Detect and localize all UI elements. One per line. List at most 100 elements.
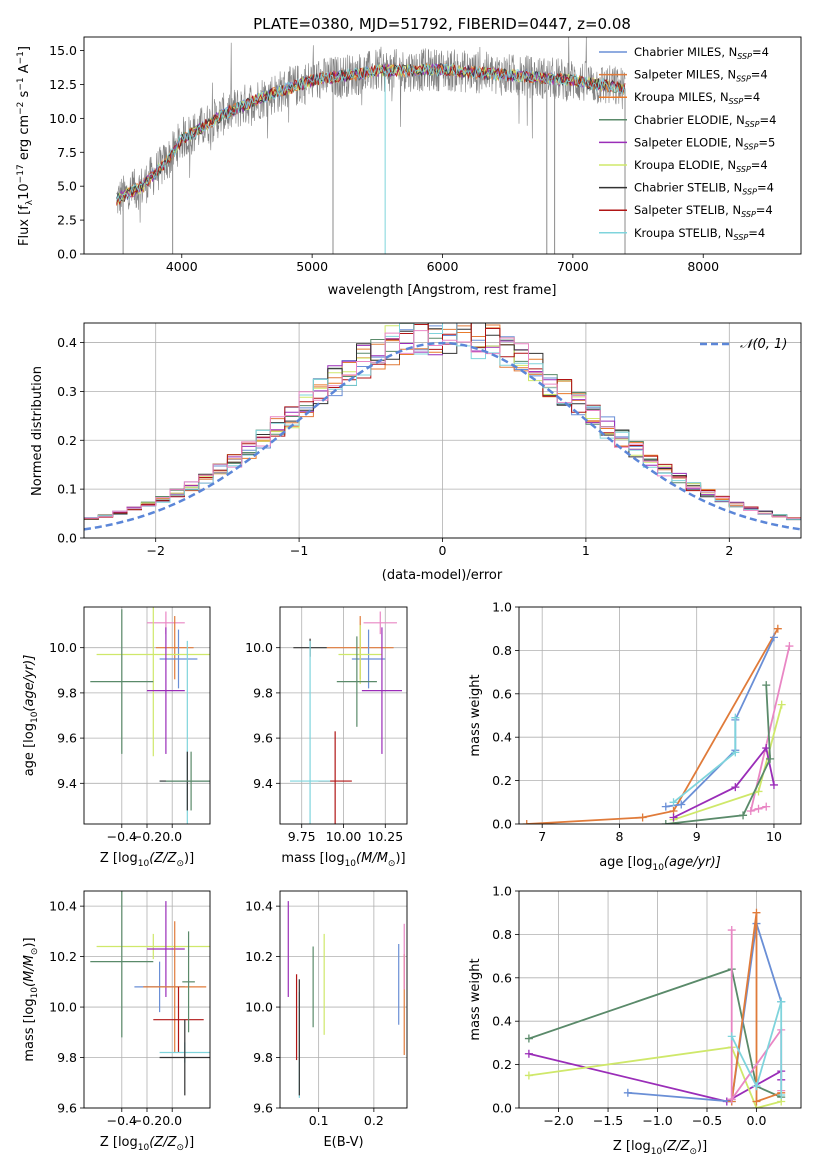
gaussian-curve (84, 341, 801, 531)
mass-weight-marker (661, 802, 670, 811)
spectrum-legend: Chabrier MILES, NSSP=4 Salpeter MILES, NS… (599, 45, 776, 242)
mass-weight-marker (754, 787, 763, 796)
x-tick-label: −0.5 (692, 1113, 722, 1128)
y-tick-label: 9.6 (57, 1101, 77, 1116)
legend-label: Kroupa STELIB, NSSP=4 (634, 226, 765, 242)
mass-weight-marker (522, 820, 531, 824)
y-tick-label: 10.4 (49, 899, 77, 914)
residual-histogram (84, 323, 801, 520)
mass-weight-marker (769, 780, 778, 789)
residuals-legend: 𝒩(0, 1) (700, 337, 787, 352)
y-tick-label: 10.0 (49, 111, 77, 126)
y-tick-label: 10.0 (49, 1000, 77, 1015)
x-tick-label: 7 (538, 829, 546, 844)
mass-vs-ebv-panel: 0.1 0.2 9.6 9.8 10.0 10.2 10.4 E(B-V) (245, 890, 408, 1150)
mass-weight-marker (752, 1082, 761, 1091)
mass-weight-marker (727, 1095, 736, 1104)
mass-weight-marker (669, 813, 678, 822)
y-tick-label: 9.6 (57, 731, 77, 746)
mass-weight-marker (762, 681, 771, 690)
age-vs-Z-panel: −0.4−0.2 0.0 9.4 9.6 9.8 10.0 Z [log10(Z/Z⊙)] a… (22, 606, 211, 869)
y-tick-label: 9.4 (253, 776, 273, 791)
plot-area (90, 607, 210, 824)
legend-label: Salpeter MILES, NSSP=4 (634, 68, 768, 84)
spectrum-ylabel: Flux [fλ10−17 erg cm−2 s−1 A−1] (16, 46, 35, 246)
mass-weight-marker (769, 633, 778, 642)
y-tick-label: 9.8 (57, 685, 77, 700)
residuals-panel: −2 −1 0 1 2 0.0 0.1 0.2 0.3 0.4 (57, 322, 802, 558)
y-tick-label: 10.2 (49, 949, 77, 964)
mass-weight-marker (524, 1034, 533, 1043)
residuals-ylabel: Normed distribution (30, 366, 45, 496)
x-tick-label: 10.25 (367, 829, 403, 844)
y-tick-label: 9.6 (253, 1101, 273, 1116)
y-tick-label: 1.0 (492, 884, 512, 899)
y-tick-label: 0.8 (492, 927, 512, 942)
gauss-legend-label: 𝒩(0, 1) (740, 337, 787, 352)
mass-weight-series (528, 967, 782, 1099)
massweight-vs-age-panel: 7 8 9 10 0.0 0.2 0.4 0.6 0.8 1.0 age [log10(age/yr… (468, 600, 802, 873)
x-tick-label: 0 (439, 543, 447, 558)
x-tick-label: 0.0 (162, 829, 182, 844)
mass-weight-marker (677, 800, 686, 809)
x-tick-label: 10 (766, 829, 782, 844)
xlabel-label: Z [log10(Z/Z⊙)] (613, 1139, 707, 1157)
y-tick-label: 0.3 (57, 384, 77, 399)
y-tick-label: 0.1 (57, 482, 77, 497)
mass-weight-series (526, 628, 779, 824)
y-tick-label: 12.5 (49, 77, 77, 92)
axes-frame (83, 322, 802, 539)
x-tick-label: 8000 (687, 259, 719, 274)
x-tick-label: 8 (615, 829, 623, 844)
x-tick-label: −2.0 (543, 1113, 573, 1128)
ylabel-label: mass weight (468, 958, 483, 1040)
mass-weight-marker (524, 1071, 533, 1080)
mass-weight-marker (524, 1049, 533, 1058)
y-tick-label: 0.4 (492, 1014, 512, 1029)
mass-weight-marker (746, 806, 755, 815)
age-vs-mass-panel: 9.75 10.00 10.25 9.4 9.6 9.8 10.0 mass [log10(M… (245, 606, 408, 869)
mass-weight-series (730, 1001, 783, 1095)
y-tick-label: 10.0 (49, 640, 77, 655)
y-tick-label: 0.8 (492, 643, 512, 658)
y-tick-label: 2.5 (57, 213, 77, 228)
x-tick-label: −0.4 (107, 829, 137, 844)
xlabel-label: Z [log10(Z/Z⊙)] (100, 1135, 194, 1153)
model-spectrum (116, 63, 626, 206)
y-tick-label: 15.0 (49, 43, 77, 58)
mass-weight-marker (754, 804, 763, 813)
massweight-vs-Z-panel: −2.0 −1.5 −1.0 −0.5 0.0 0.0 0.2 0.4 0.6 0.8 1.0 Z [… (468, 884, 802, 1157)
mass-weight-marker (661, 820, 670, 824)
model-spectrum (116, 63, 626, 203)
legend-label: Kroupa MILES, NSSP=4 (634, 90, 760, 106)
mass-weight-series (749, 645, 791, 813)
x-tick-label: 1 (582, 543, 590, 558)
xlabel-label: age [log10(age/yr)] (599, 855, 721, 873)
x-tick-label: 10.00 (326, 829, 362, 844)
x-tick-label: −0.2 (132, 829, 162, 844)
x-tick-label: −0.2 (132, 1113, 162, 1128)
x-tick-label: 0.1 (309, 1113, 329, 1128)
mass-weight-marker (623, 1088, 632, 1097)
y-tick-label: 0.0 (492, 1101, 512, 1116)
mass-weight-marker (727, 926, 736, 935)
x-tick-label: −1.5 (593, 1113, 623, 1128)
mass-weight-series (730, 912, 782, 1103)
mass-weight-marker (731, 783, 740, 792)
plot-area (90, 891, 210, 1096)
mass-vs-Z-panel: −0.4−0.2 0.0 9.6 9.8 10.0 10.2 10.4 Z [log10(Z/… (22, 890, 211, 1153)
x-tick-label: −0.4 (107, 1113, 137, 1128)
y-tick-label: 5.0 (57, 179, 77, 194)
x-tick-label: 0.0 (162, 1113, 182, 1128)
y-tick-label: 9.6 (253, 731, 273, 746)
y-tick-label: 9.4 (57, 776, 77, 791)
y-tick-label: 0.0 (492, 817, 512, 832)
legend-label: Salpeter ELODIE, NSSP=5 (634, 135, 775, 151)
mass-weight-marker (739, 811, 748, 820)
ylabel-label: mass weight (468, 674, 483, 756)
mass-weight-marker (731, 713, 740, 722)
y-tick-label: 0.6 (492, 970, 512, 985)
legend-label: Chabrier ELODIE, NSSP=4 (634, 113, 776, 129)
